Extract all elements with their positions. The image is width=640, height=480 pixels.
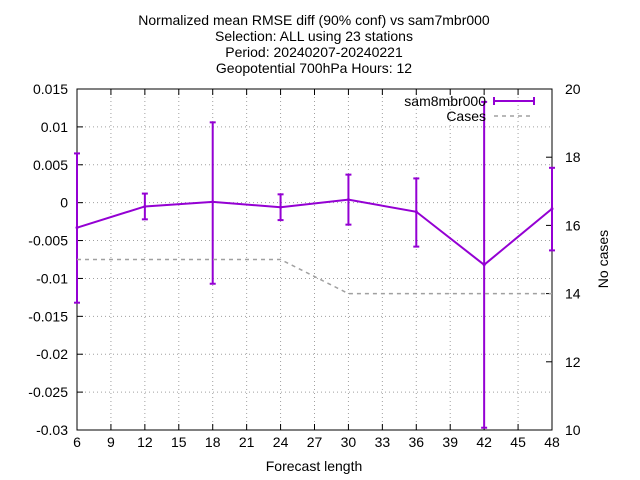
x-tick-label: 30 <box>341 434 357 450</box>
axes: 6 9 12 15 18 21 24 27 30 33 36 39 42 45 48 0.015 0.01 0.0… <box>28 81 580 450</box>
x-tick-label: 45 <box>510 434 526 450</box>
x-tick-label: 12 <box>137 434 153 450</box>
y2-tick-label: 20 <box>565 81 581 97</box>
legend-label: sam8mbr000 <box>404 93 486 109</box>
y-tick-label: 0 <box>60 195 68 211</box>
data-point <box>143 204 147 208</box>
title-line-2: Selection: ALL using 23 stations <box>215 28 413 44</box>
title-line-3: Period: 20240207-20240221 <box>225 44 403 60</box>
x-tick-label: 15 <box>171 434 187 450</box>
plot-series <box>74 100 555 429</box>
y-tick-label: -0.03 <box>36 422 68 438</box>
x-tick-label: 9 <box>107 434 115 450</box>
y-tick-label: -0.025 <box>28 384 68 400</box>
y-tick-label: -0.015 <box>28 308 68 324</box>
y2-tick-label: 12 <box>565 354 581 370</box>
y-tick-label: -0.02 <box>36 346 68 362</box>
data-point <box>279 205 283 209</box>
data-point <box>75 226 79 230</box>
title-line-1: Normalized mean RMSE diff (90% conf) vs … <box>138 12 490 28</box>
x-tick-label: 6 <box>73 434 81 450</box>
x-tick-label: 48 <box>544 434 560 450</box>
x-tick-label: 18 <box>205 434 221 450</box>
title-line-4: Geopotential 700hPa Hours: 12 <box>216 60 412 76</box>
data-point <box>211 200 215 204</box>
y2-tick-label: 10 <box>565 422 581 438</box>
x-tick-label: 39 <box>442 434 458 450</box>
y-tick-label: 0.015 <box>33 81 68 97</box>
y2-tick-label: 16 <box>565 217 581 233</box>
grid <box>77 89 552 430</box>
plot-border <box>76 88 553 431</box>
x-tick-label: 21 <box>239 434 255 450</box>
x-tick-label: 36 <box>408 434 424 450</box>
data-point <box>346 198 350 202</box>
data-point <box>482 263 486 267</box>
x-axis-title: Forecast length <box>266 458 363 474</box>
cases-line <box>77 258 552 295</box>
y-tick-label: -0.005 <box>28 233 68 249</box>
data-point <box>550 207 554 211</box>
x-tick-label: 24 <box>273 434 289 450</box>
chart-title: Normalized mean RMSE diff (90% conf) vs … <box>138 12 490 76</box>
x-tick-label: 33 <box>375 434 391 450</box>
data-point <box>414 210 418 214</box>
series-line <box>76 198 553 267</box>
y2-axis-title: No cases <box>595 230 611 288</box>
y2-tick-label: 14 <box>565 286 581 302</box>
x-tick-label: 27 <box>307 434 323 450</box>
y-tick-label: 0.01 <box>41 119 68 135</box>
y2-tick-label: 18 <box>565 149 581 165</box>
y-tick-label: 0.005 <box>33 157 68 173</box>
y-tick-label: -0.01 <box>36 270 68 286</box>
legend-label: Cases <box>446 108 486 124</box>
x-tick-label: 42 <box>476 434 492 450</box>
